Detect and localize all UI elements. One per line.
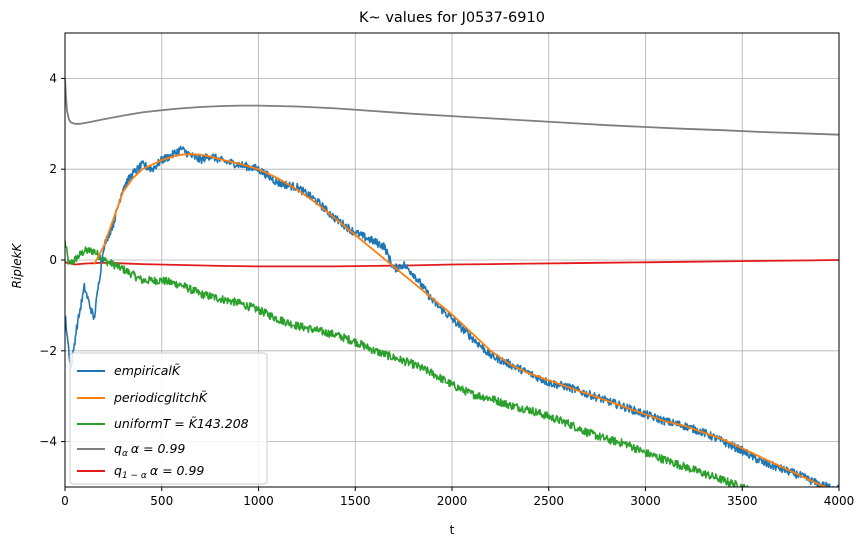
y-tick-label: 4 — [49, 71, 57, 85]
y-tick-label: −4 — [39, 435, 57, 449]
x-tick-label: 1500 — [340, 494, 371, 508]
series-line-0 — [65, 145, 839, 487]
y-axis-label: RiplekK — [10, 242, 24, 288]
x-tick-label: 2000 — [437, 494, 468, 508]
x-tick-label: 500 — [150, 494, 173, 508]
legend-label-q-alpha: qα α = 0.99 — [114, 441, 185, 459]
y-tick-label: −2 — [39, 344, 57, 358]
x-axis: 0 500 1000 1500 2000 2500 3000 3500 4000 — [61, 487, 854, 508]
x-tick-label: 0 — [61, 494, 69, 508]
y-tick-label: 2 — [49, 162, 57, 176]
series-line-4 — [65, 259, 839, 268]
x-tick-label: 3000 — [630, 494, 661, 508]
x-axis-label: t — [450, 523, 455, 537]
y-axis: −4 −2 0 2 4 — [39, 71, 65, 449]
legend: empiricalK̃ periodicglitchK̃ uniformT = … — [69, 352, 268, 485]
y-tick-label: 0 — [49, 253, 57, 267]
series-line-3 — [65, 78, 839, 136]
x-tick-label: 1000 — [243, 494, 274, 508]
series-line-2 — [65, 240, 749, 487]
series-layer — [65, 78, 839, 487]
x-tick-label: 3500 — [727, 494, 758, 508]
series-line-1 — [93, 153, 829, 487]
legend-label-periodicglitch: periodicglitchK̃ — [113, 390, 209, 405]
legend-box — [69, 352, 268, 485]
x-tick-label: 2500 — [533, 494, 564, 508]
chart-title: K~ values for J0537-6910 — [359, 10, 545, 26]
x-tick-label: 4000 — [824, 494, 855, 508]
legend-label-empirical: empiricalK̃ — [114, 363, 182, 378]
legend-label-uniform: uniformT = K̃143.208 — [114, 416, 249, 431]
